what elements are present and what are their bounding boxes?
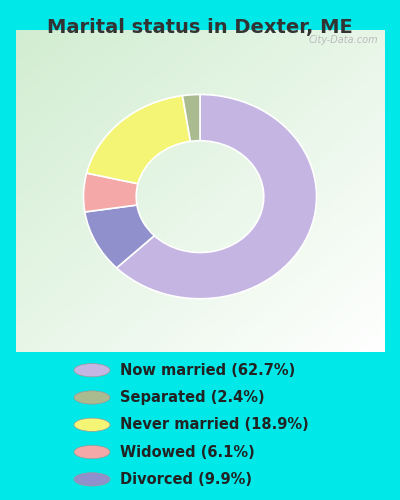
Circle shape — [74, 418, 110, 432]
Circle shape — [74, 446, 110, 458]
Circle shape — [74, 364, 110, 377]
Wedge shape — [85, 205, 154, 268]
Wedge shape — [84, 173, 138, 212]
Text: Divorced (9.9%): Divorced (9.9%) — [120, 472, 252, 487]
Text: Never married (18.9%): Never married (18.9%) — [120, 418, 309, 432]
Text: City-Data.com: City-Data.com — [308, 36, 378, 46]
Wedge shape — [182, 94, 200, 142]
Text: Marital status in Dexter, ME: Marital status in Dexter, ME — [47, 18, 353, 38]
Text: Widowed (6.1%): Widowed (6.1%) — [120, 444, 255, 460]
Text: Now married (62.7%): Now married (62.7%) — [120, 362, 295, 378]
Circle shape — [74, 472, 110, 486]
Wedge shape — [116, 94, 316, 298]
Circle shape — [74, 391, 110, 404]
Text: Separated (2.4%): Separated (2.4%) — [120, 390, 265, 405]
Wedge shape — [87, 96, 190, 184]
